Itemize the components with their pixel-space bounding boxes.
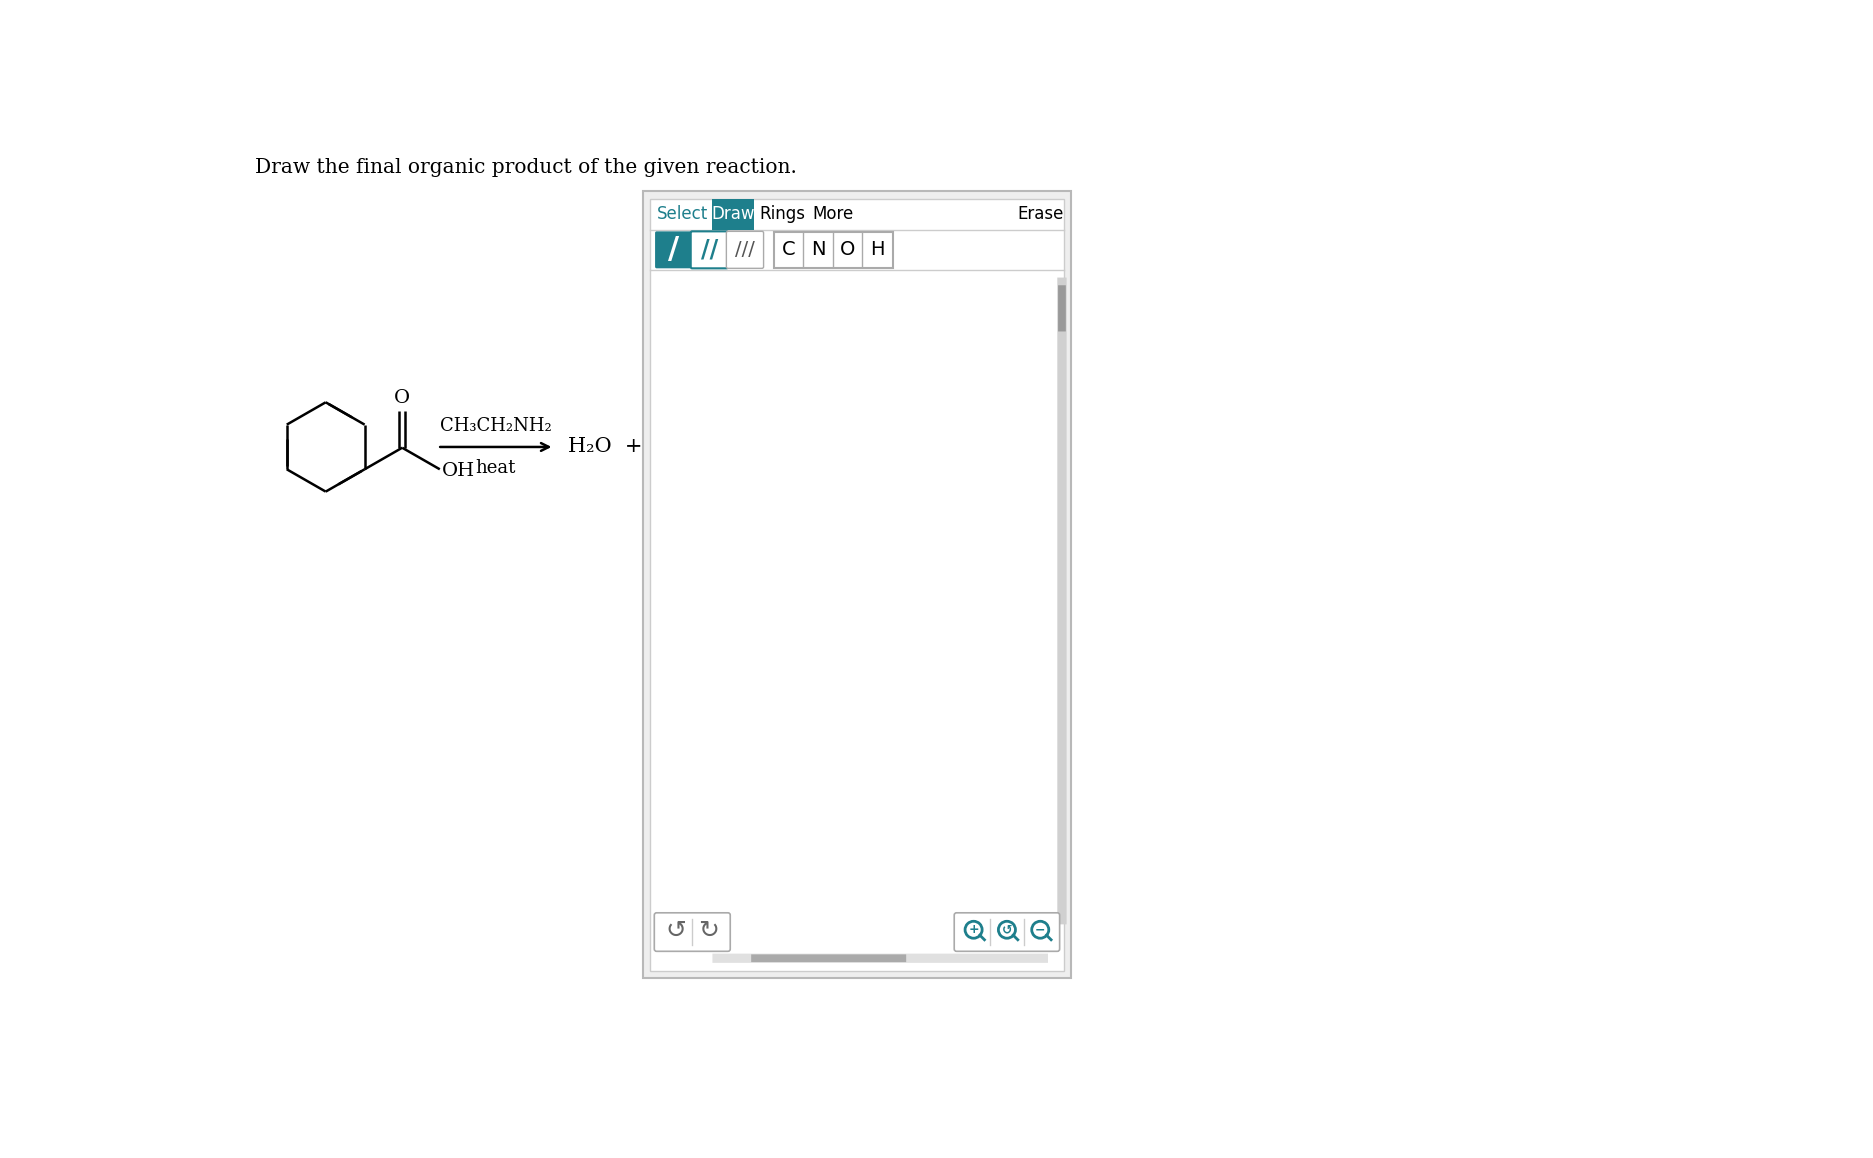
FancyBboxPatch shape — [712, 954, 1047, 962]
Text: ///: /// — [734, 241, 755, 259]
FancyBboxPatch shape — [656, 232, 691, 269]
Text: N: N — [811, 241, 826, 259]
Text: H: H — [869, 241, 884, 259]
Text: More: More — [811, 205, 852, 223]
Text: +: + — [968, 923, 978, 937]
Text: OH: OH — [442, 462, 476, 479]
FancyBboxPatch shape — [712, 199, 753, 229]
FancyBboxPatch shape — [642, 191, 1071, 979]
Text: Draw the final organic product of the given reaction.: Draw the final organic product of the gi… — [255, 159, 796, 177]
Text: Select: Select — [657, 205, 708, 223]
FancyBboxPatch shape — [650, 199, 1064, 970]
Text: H₂O  +: H₂O + — [568, 438, 642, 456]
Text: −: − — [1034, 923, 1045, 937]
FancyBboxPatch shape — [774, 232, 893, 267]
Text: ↺: ↺ — [665, 919, 686, 944]
Text: Erase: Erase — [1017, 205, 1062, 223]
Text: ↻: ↻ — [699, 919, 719, 944]
FancyBboxPatch shape — [953, 913, 1058, 952]
Text: /: / — [669, 235, 678, 264]
Text: ↺: ↺ — [1002, 923, 1011, 937]
Text: Rings: Rings — [759, 205, 805, 223]
Text: //: // — [701, 237, 717, 262]
FancyBboxPatch shape — [1056, 278, 1066, 924]
FancyBboxPatch shape — [654, 913, 730, 952]
FancyBboxPatch shape — [691, 232, 727, 269]
FancyBboxPatch shape — [727, 232, 762, 269]
Text: CH₃CH₂NH₂: CH₃CH₂NH₂ — [440, 417, 551, 434]
FancyBboxPatch shape — [1058, 285, 1066, 331]
Text: O: O — [839, 241, 856, 259]
Text: O: O — [393, 389, 410, 406]
FancyBboxPatch shape — [751, 954, 907, 962]
Text: heat: heat — [476, 460, 515, 477]
Text: C: C — [781, 241, 796, 259]
Text: Draw: Draw — [712, 205, 755, 223]
